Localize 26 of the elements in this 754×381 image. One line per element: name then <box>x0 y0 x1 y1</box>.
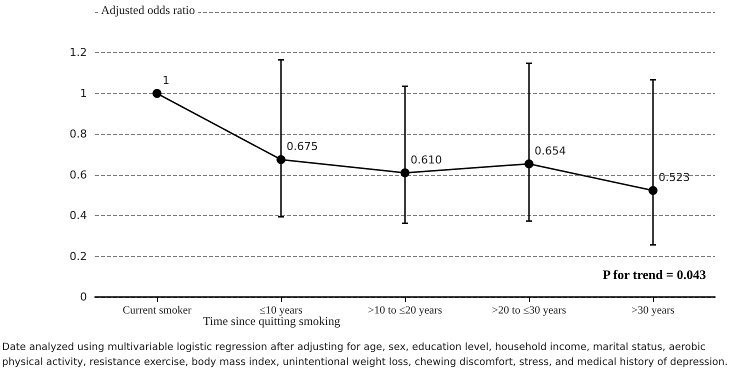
y-tick-label: 0 <box>80 290 87 304</box>
y-tick-label: 0.8 <box>70 128 87 141</box>
point <box>152 88 162 98</box>
data-label: 1 <box>162 74 170 87</box>
annotation: P for trend = 0.043 <box>602 267 707 282</box>
point <box>648 186 658 196</box>
data-label: 0.610 <box>410 153 442 166</box>
y-tick-label: 0.2 <box>70 250 87 263</box>
point <box>524 159 534 168</box>
x-axis-title: Time since quitting smoking <box>203 314 340 328</box>
x-tick-label: Current smoker <box>122 304 192 316</box>
y-tick-label: 0.4 <box>70 209 87 222</box>
y-tick-label: 1 <box>80 86 87 100</box>
x-tick-label: >10 to ≤20 years <box>368 304 442 316</box>
y-tick-label: 0.6 <box>70 168 87 182</box>
text: Date analyzed using multivariable logistic regression after adjusting for age, sex, education level, household income, marital status, aerobic physical activity, resistance exercise, body mass index, unintentional weight loss, chewing discomfort, stress, and medical history of depression. <box>2 342 728 368</box>
point <box>276 155 286 164</box>
data-label: 0.523 <box>658 171 690 184</box>
x-tick-label: >30 years <box>631 304 675 316</box>
data-label: 0.654 <box>534 144 566 158</box>
point <box>400 168 410 178</box>
y-axis-title: Adjusted odds ratio <box>101 3 195 17</box>
x-tick-label: ≤10 years <box>260 304 302 316</box>
data-label: 0.675 <box>286 140 318 154</box>
x-tick-label: >20 to ≤30 years <box>492 304 566 316</box>
y-tick-label: 1.2 <box>70 46 87 60</box>
